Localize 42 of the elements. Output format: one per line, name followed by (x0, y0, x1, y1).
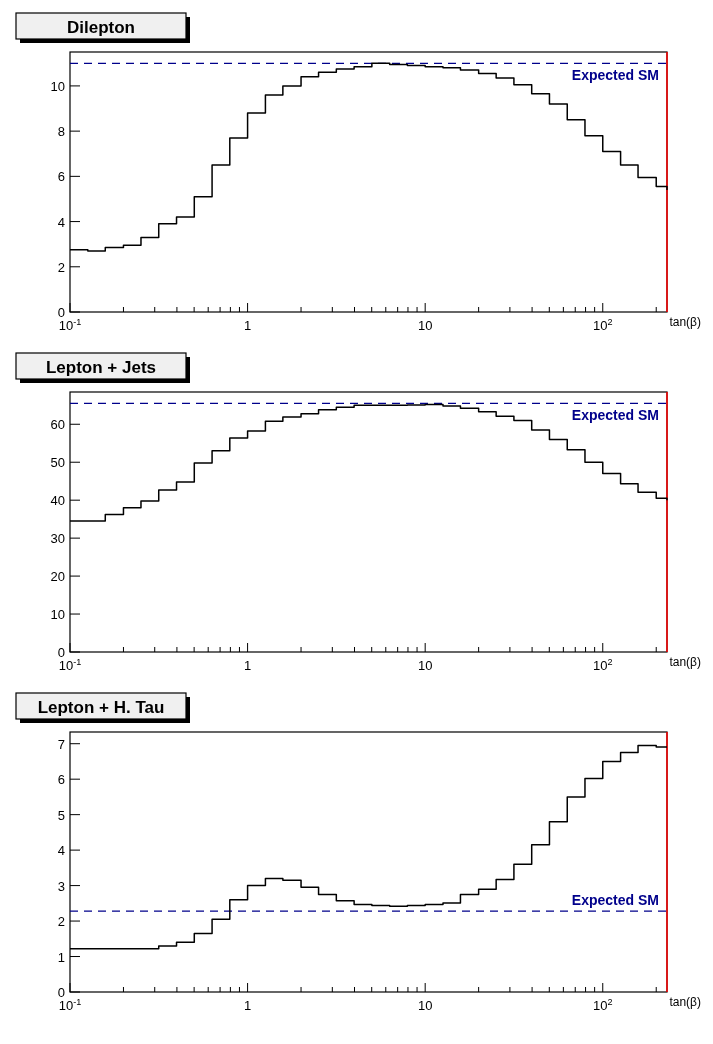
y-tick-label: 6 (57, 772, 65, 788)
ref-line-label: Expected SM (571, 407, 659, 424)
x-axis-title: tan(β) (669, 995, 701, 1009)
x-tick-label: 10$^{2}$ (593, 657, 613, 673)
y-tick-label: 1 (57, 949, 65, 965)
y-tick-label: 4 (57, 214, 65, 230)
chart-title: Lepton + Jets (45, 358, 157, 377)
x-tick-label: 10 (417, 998, 433, 1013)
y-tick-label: 2 (57, 259, 65, 275)
y-tick-label: 50 (50, 455, 65, 471)
y-tick-label: 2 (57, 914, 65, 930)
x-tick-label: 10$^{-1}$ (58, 317, 82, 333)
x-tick-label: 1 (243, 998, 252, 1013)
y-tick-label: 10 (50, 78, 65, 94)
y-tick-label: 30 (50, 531, 65, 547)
ref-line-label: Expected SM (571, 892, 659, 909)
y-tick-label: 3 (57, 878, 65, 894)
x-tick-label: 1 (243, 658, 252, 673)
y-tick-label: 5 (57, 807, 65, 823)
x-tick-label: 10$^{-1}$ (58, 997, 82, 1013)
chart-title: Dilepton (67, 18, 135, 37)
y-tick-label: 0 (57, 985, 65, 1000)
x-tick-label: 10 (417, 318, 433, 333)
x-axis-title: tan(β) (669, 655, 701, 669)
y-tick-label: 60 (50, 417, 65, 433)
ref-line-label: Expected SM (571, 67, 659, 84)
y-tick-label: 6 (57, 169, 65, 185)
y-tick-label: 7 (57, 736, 65, 752)
x-tick-label: 10$^{2}$ (593, 317, 613, 333)
x-tick-label: 1 (243, 318, 252, 333)
y-tick-label: 8 (57, 124, 65, 140)
y-tick-label: 40 (50, 493, 65, 509)
chart-title: Lepton + H. Tau (37, 698, 165, 717)
y-tick-label: 0 (57, 305, 65, 320)
y-tick-label: 20 (50, 569, 65, 585)
x-tick-label: 10 (417, 658, 433, 673)
x-tick-label: 10$^{-1}$ (58, 657, 82, 673)
y-tick-label: 0 (57, 645, 65, 660)
x-axis-title: tan(β) (669, 315, 701, 329)
y-tick-label: 10 (50, 607, 65, 623)
x-tick-label: 10$^{2}$ (593, 997, 613, 1013)
y-tick-label: 4 (57, 843, 65, 859)
